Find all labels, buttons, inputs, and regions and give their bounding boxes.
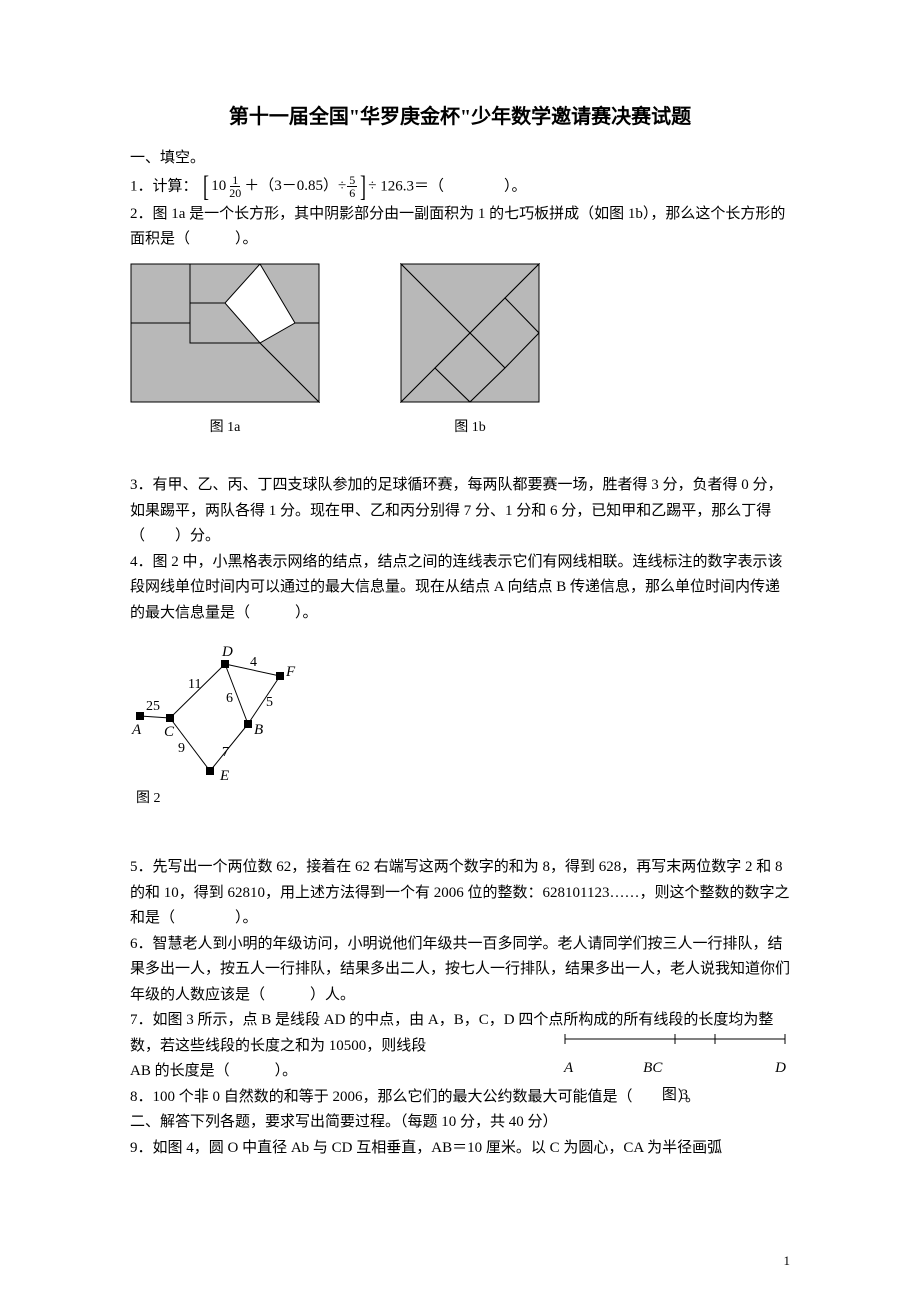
- problem-6: 6．智慧老人到小明的年级访问，小明说他们年级共一百多同学。老人请同学们按三人一行…: [130, 932, 790, 1009]
- figure-2: A C D F B E 25 11 9 6 7 4 5 图 2: [130, 636, 310, 806]
- svg-text:7: 7: [222, 745, 229, 760]
- svg-text:25: 25: [146, 699, 160, 714]
- p7-label-C: C: [652, 1056, 662, 1082]
- svg-text:4: 4: [250, 655, 257, 670]
- svg-text:A: A: [131, 722, 142, 738]
- problem-4: 4．图 2 中，小黑格表示网络的结点，结点之间的连线表示它们有网线相联。连线标注…: [130, 550, 790, 627]
- svg-text:5: 5: [266, 695, 273, 710]
- svg-text:C: C: [164, 724, 175, 740]
- p1-prefix: 1．计算：: [130, 178, 198, 194]
- problem-1: 1．计算： [ 10 1 20 ＋（3－0.85）÷ 5 6 ] ÷ 126.3…: [130, 172, 790, 202]
- p7-label-A: A: [564, 1056, 573, 1082]
- svg-text:6: 6: [226, 691, 233, 706]
- p7-label-D: D: [775, 1056, 786, 1082]
- page-number: 1: [784, 1250, 791, 1272]
- page-title: 第十一届全国"华罗庚金杯"少年数学邀请赛决赛试题: [130, 100, 790, 134]
- div-sym: ÷: [368, 174, 376, 200]
- fig1a-caption: 图 1a: [130, 416, 320, 440]
- problem-2: 2．图 1a 是一个长方形，其中阴影部分由一副面积为 1 的七巧板拼成（如图 1…: [130, 202, 790, 253]
- svg-text:9: 9: [178, 741, 185, 756]
- svg-text:11: 11: [188, 677, 201, 692]
- section-1-label: 一、填空。: [130, 146, 790, 172]
- frac1-den: 20: [227, 187, 243, 199]
- fig3-caption: 图 3: [560, 1083, 790, 1109]
- fig1b-caption: 图 1b: [400, 416, 540, 440]
- mid-text: ＋（3－0.85）÷: [244, 174, 346, 200]
- problem-3: 3．有甲、乙、丙、丁四支球队参加的足球循环赛，每两队都要赛一场，胜者得 3 分，…: [130, 473, 790, 550]
- figure-3: A B C D 图 3: [560, 1030, 790, 1109]
- frac1-whole: 10: [211, 174, 226, 200]
- svg-text:B: B: [254, 722, 263, 738]
- svg-text:图 2: 图 2: [136, 791, 161, 806]
- problem-5: 5．先写出一个两位数 62，接着在 62 右端写这两个数字的和为 8，得到 62…: [130, 855, 790, 932]
- section-2-label: 二、解答下列各题，要求写出简要过程。（每题 10 分，共 40 分）: [130, 1110, 790, 1136]
- svg-text:D: D: [221, 644, 233, 660]
- frac2-den: 6: [347, 187, 357, 199]
- svg-text:E: E: [219, 768, 229, 784]
- p1-suffix: 126.3＝（ ）。: [380, 178, 526, 194]
- p1-formula: [ 10 1 20 ＋（3－0.85）÷ 5 6 ] ÷: [201, 172, 376, 202]
- figure-1a: [130, 263, 320, 403]
- problem-9: 9．如图 4，圆 O 中直径 Ab 与 CD 互相垂直，AB＝10 厘米。以 C…: [130, 1136, 790, 1162]
- p7-label-B: B: [643, 1056, 652, 1082]
- svg-text:F: F: [285, 664, 296, 680]
- figure-1b: [400, 263, 540, 403]
